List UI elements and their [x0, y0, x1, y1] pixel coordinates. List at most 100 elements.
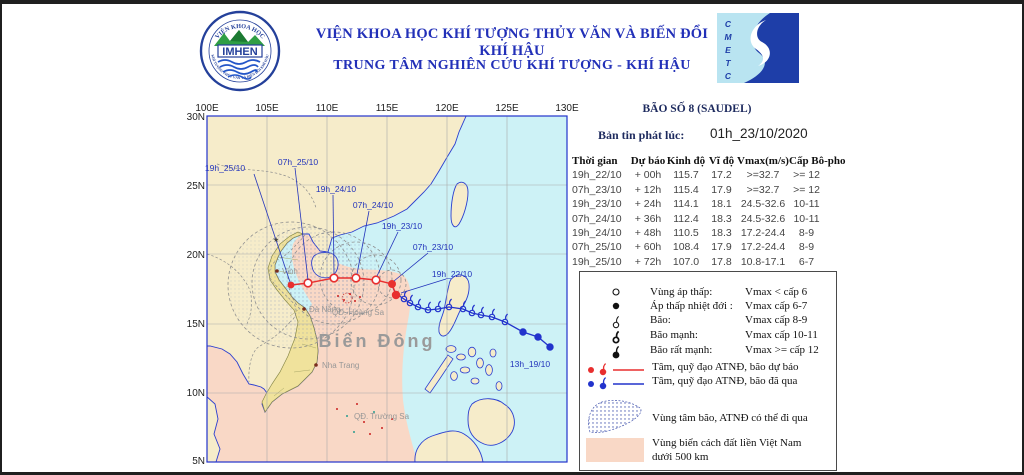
cell: + 60h — [634, 241, 662, 254]
imhen-wave-4 — [227, 74, 252, 80]
typhoon-icon — [602, 314, 630, 333]
legend-coastal-text-2: dưới 500 km — [652, 451, 709, 463]
col-header-vmax: Vmax(m/s) — [737, 155, 789, 167]
issued-time: 01h_23/10/2020 — [710, 126, 808, 141]
cell: 8-9 — [798, 241, 815, 254]
lat-15N: 15N — [187, 319, 205, 330]
spratly-label: QĐ. Trường Sa — [354, 412, 410, 421]
cell: 10-11 — [793, 198, 820, 211]
legend-value: Vmax cấp 6-7 — [745, 300, 808, 312]
luzon-island — [438, 274, 470, 337]
legend-row-low: Vùng áp thấp: Vmax < cấp 6 — [580, 286, 836, 300]
cell: 115.4 — [673, 183, 699, 196]
legend-box: Vùng áp thấp: Vmax < cấp 6 Áp thấp nhiệt… — [579, 271, 837, 471]
label-19h-23-10: 19h_23/10 — [382, 221, 422, 231]
cell: 108.4 — [672, 241, 700, 254]
lon-115E: 115E — [376, 103, 399, 114]
cell: + 24h — [634, 198, 662, 211]
cell: 17.2 — [711, 169, 732, 182]
malay-peninsula — [207, 396, 221, 462]
legend-forecast-text: Tâm, quỹ đạo ATNĐ, bão dự báo — [652, 361, 799, 373]
col-header-latitude: Vĩ độ — [708, 155, 735, 167]
label-19h-24-10: 19h_24/10 — [316, 184, 356, 194]
col-header-time: Thời gian — [572, 155, 618, 167]
mindanao-island — [467, 398, 515, 446]
legend-value: Vmax >= cấp 12 — [745, 344, 819, 356]
legend-label: Vùng áp thấp: — [650, 286, 713, 298]
label-07h-24-10: 07h_24/10 — [353, 200, 393, 210]
label-07h-25-10: 07h_25/10 — [278, 157, 318, 167]
cell: + 00h — [634, 169, 662, 182]
legend-row-forecast-track: Tâm, quỹ đạo ATNĐ, bão dự báo — [580, 361, 836, 376]
metc-logo: C M E T C — [717, 13, 799, 83]
bien-dong-label: Biển Đông — [319, 331, 436, 351]
coastal-zone-swatch — [586, 438, 644, 462]
spratly-marks — [336, 403, 393, 435]
forecast-track-icon — [586, 361, 648, 380]
cell: >= 12 — [793, 183, 820, 196]
cell: 17.2-24.4 — [740, 227, 786, 240]
cell: 18.3 — [711, 227, 732, 240]
metc-letter-t: T — [725, 58, 731, 68]
center-title: TRUNG TÂM NGHIÊN CỨU KHÍ TƯỢNG - KHÍ HẬU — [333, 58, 691, 73]
legend-row-storm: Bão: Vmax cấp 8-9 — [580, 314, 836, 329]
cell: 10-11 — [793, 212, 820, 225]
cell: 07h_24/10 — [572, 212, 622, 225]
cell: 17.9 — [711, 183, 732, 196]
label-leader-lines — [253, 167, 447, 294]
legend-past-text: Tâm, quỹ đạo ATNĐ, bão đã qua — [652, 375, 798, 387]
paracel-label: QĐ. Hoàng Sa — [332, 308, 385, 317]
legend-value: Vmax cấp 8-9 — [745, 314, 808, 326]
hanoi-star: ★ — [273, 236, 279, 244]
cell: 8-9 — [798, 227, 815, 240]
cell: 17.8 — [711, 255, 732, 268]
cell: 24.5-32.6 — [740, 212, 786, 225]
storm-track-map: ★ 19h_25/10 07h_25/10 19h_24/10 07h_24/1… — [187, 103, 579, 467]
imhen-acronym: IMHEN — [222, 46, 258, 58]
track-date-labels: 19h_25/10 07h_25/10 19h_24/10 07h_24/10 … — [205, 157, 550, 369]
lon-125E: 125E — [495, 103, 519, 114]
legend-label: Bão mạnh: — [650, 329, 698, 341]
lat-30N: 30N — [187, 112, 205, 123]
palawan-island — [424, 354, 454, 394]
label-19h-22-10: 19h_22/10 — [432, 269, 472, 279]
lon-100E: 100E — [195, 103, 219, 114]
legend-row-very-strong-storm: Bão rất mạnh: Vmax >= cấp 12 — [580, 344, 836, 359]
legend-value: Vmax < cấp 6 — [745, 286, 808, 298]
map-frame — [206, 115, 568, 463]
latitude-axis-labels: 30N 25N 20N 15N 10N 5N — [187, 112, 205, 467]
current-position-point — [391, 290, 401, 300]
cell: + 36h — [634, 212, 662, 225]
longitude-axis-labels: 100E 105E 110E 115E 120E 125E 130E — [195, 103, 579, 114]
cell: 18.3 — [711, 212, 732, 225]
taiwan-island — [450, 181, 469, 228]
lon-105E: 105E — [255, 103, 279, 114]
col-header-beaufort: Cấp Bô-pho — [789, 155, 846, 167]
imhen-wave-1 — [217, 59, 261, 65]
visayas-islands — [445, 345, 503, 391]
cell: 24.5-32.6 — [740, 198, 786, 211]
cell: 07h_23/10 — [572, 183, 622, 196]
label-07h-23-10: 07h_23/10 — [413, 242, 453, 252]
legend-row-coastal-zone: Vùng biển cách đất liền Việt Nam dưới 50… — [580, 435, 836, 467]
typhoon-filled-icon — [602, 344, 630, 363]
legend-coastal-text-1: Vùng biển cách đất liền Việt Nam — [652, 437, 802, 449]
imhen-logo: VIỆN KHOA HỌC KHÍ TƯỢNG THỦY VĂN VÀ BIẾN… — [199, 10, 281, 92]
past-track-points — [519, 328, 554, 351]
cone-icon — [584, 394, 648, 439]
lon-130E: 130E — [555, 103, 579, 114]
cell: + 12h — [634, 183, 662, 196]
imhen-mountain-dark — [230, 30, 248, 42]
cell: >=32.7 — [746, 169, 780, 182]
cell: + 48h — [634, 227, 662, 240]
metc-letters: C M E T C — [724, 19, 732, 81]
city-label-vinh: Vinh — [282, 267, 298, 276]
open-circle-icon — [602, 286, 630, 301]
metc-letter-e: E — [725, 45, 731, 55]
col-header-longitude: Kinh độ — [666, 155, 706, 167]
filled-circle-icon — [602, 300, 630, 315]
city-label-nhatrang: Nha Trang — [322, 361, 359, 370]
cell: 18.1 — [711, 198, 732, 211]
borneo-island — [414, 430, 484, 462]
